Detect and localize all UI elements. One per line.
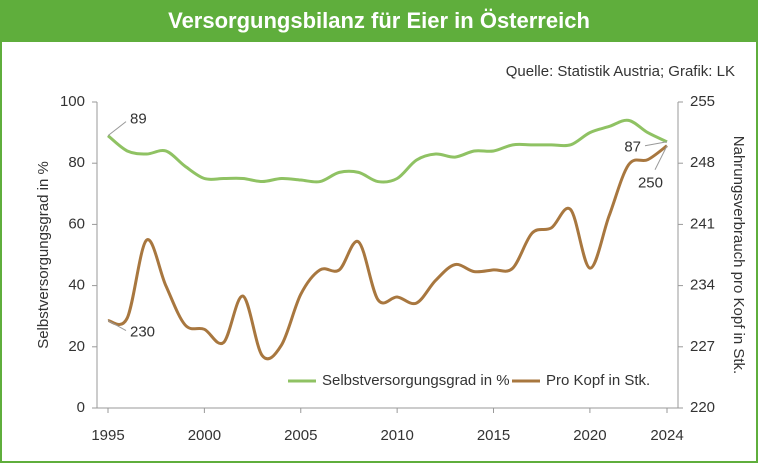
y-tick-label: 20 xyxy=(68,338,85,355)
x-tick-label: 2024 xyxy=(650,427,683,444)
y-axis-title: Selbstversorgungsgrad in % xyxy=(35,161,52,349)
y2-axis-title: Nahrungsverbrauch pro Kopf in Stk. xyxy=(730,136,747,374)
y2-tick-label: 241 xyxy=(690,215,715,232)
source: Quelle: Statistik Austria; Grafik: LK xyxy=(506,63,735,80)
chart-title: Versorgungsbilanz für Eier in Österreich xyxy=(168,8,590,33)
title-banner xyxy=(0,0,758,42)
legend-label: Pro Kopf in Stk. xyxy=(546,372,650,389)
x-tick-label: 1995 xyxy=(91,427,124,444)
x-tick-label: 2000 xyxy=(188,427,221,444)
y2-tick-label: 220 xyxy=(690,399,715,416)
data-label: 230 xyxy=(130,324,155,341)
y-tick-label: 80 xyxy=(68,154,85,171)
y-tick-label: 60 xyxy=(68,215,85,232)
series-line xyxy=(107,118,668,184)
y-tick-label: 0 xyxy=(77,399,85,416)
x-tick-label: 2015 xyxy=(477,427,510,444)
series-line xyxy=(107,144,668,361)
y2-tick-label: 248 xyxy=(690,154,715,171)
label-leader xyxy=(107,320,127,332)
y2-tick-label: 227 xyxy=(690,338,715,355)
label-leader xyxy=(644,141,668,147)
x-tick-label: 2020 xyxy=(573,427,606,444)
x-tick-label: 2005 xyxy=(284,427,317,444)
y-tick-label: 40 xyxy=(68,277,85,294)
label-leader xyxy=(654,145,668,170)
label-leader xyxy=(107,121,127,137)
data-label: 250 xyxy=(638,175,663,192)
data-label: 87 xyxy=(624,139,641,156)
data-label: 89 xyxy=(130,111,147,128)
y2-tick-label: 255 xyxy=(690,93,715,110)
x-tick-label: 2010 xyxy=(380,427,413,444)
y2-tick-label: 234 xyxy=(690,277,715,294)
legend-label: Selbstversorgungsgrad in % xyxy=(322,372,510,389)
y-tick-label: 100 xyxy=(60,93,85,110)
